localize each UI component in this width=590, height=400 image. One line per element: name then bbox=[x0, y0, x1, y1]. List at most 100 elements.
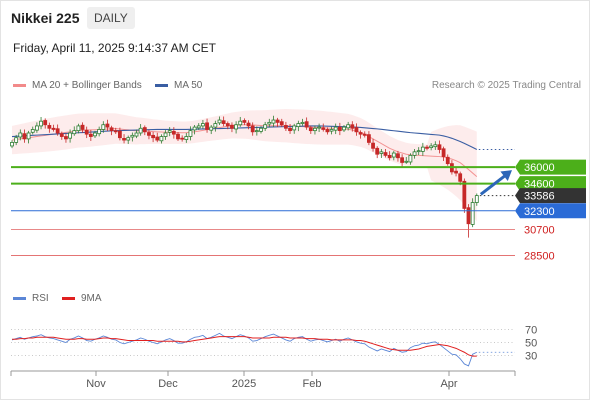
candle-body bbox=[176, 133, 180, 140]
candle-body bbox=[342, 126, 346, 131]
candle-body bbox=[391, 152, 396, 158]
candle-body bbox=[59, 133, 64, 137]
level-label-34600: 34600 bbox=[524, 179, 555, 191]
candle-body bbox=[366, 134, 371, 143]
projection-arrowhead bbox=[500, 170, 512, 182]
candle-body bbox=[14, 137, 19, 143]
candle-body bbox=[317, 126, 322, 129]
candle-body bbox=[105, 123, 110, 128]
legend-rsi: RSI bbox=[13, 293, 49, 304]
candle-body bbox=[242, 120, 247, 123]
level-label-33586: 33586 bbox=[524, 191, 555, 203]
candle-body bbox=[250, 125, 255, 133]
bollinger-swatch bbox=[13, 84, 26, 87]
candle-body bbox=[437, 144, 442, 150]
candle-body bbox=[30, 129, 35, 133]
candle-body bbox=[346, 124, 351, 129]
candle-body bbox=[433, 144, 438, 148]
candle-body bbox=[358, 132, 363, 135]
rsi-ma-swatch bbox=[62, 297, 75, 300]
candle-body bbox=[10, 142, 14, 147]
candle-body bbox=[200, 123, 205, 127]
level-label-30700: 30700 bbox=[524, 225, 555, 237]
candle-body bbox=[213, 123, 218, 128]
candle-body bbox=[167, 130, 172, 133]
level-tag-34600 bbox=[515, 176, 586, 192]
candle-body bbox=[313, 127, 317, 132]
candle-body bbox=[113, 130, 118, 133]
candle-body bbox=[122, 138, 126, 141]
candle-body bbox=[350, 124, 355, 129]
candle-body bbox=[163, 132, 168, 137]
candle-body bbox=[43, 120, 48, 126]
rsi-tick-50: 50 bbox=[525, 338, 537, 350]
candle-body bbox=[333, 126, 338, 131]
ma50-line bbox=[11, 125, 478, 150]
legend-rsi-ma-label: 9MA bbox=[81, 293, 102, 304]
candle-body bbox=[209, 126, 214, 131]
legend-rsi-ma: 9MA bbox=[62, 293, 102, 304]
candle-body bbox=[263, 124, 268, 129]
candle-body bbox=[225, 123, 230, 127]
candle-body bbox=[151, 134, 156, 139]
candle-body bbox=[97, 129, 102, 135]
candle-body bbox=[234, 124, 239, 130]
x-tick-2025: 2025 bbox=[232, 378, 256, 390]
candle-body bbox=[454, 170, 458, 174]
candle-body bbox=[55, 128, 60, 134]
candle-body bbox=[420, 146, 425, 152]
candle-body bbox=[18, 132, 23, 138]
x-tick-Dec: Dec bbox=[158, 378, 178, 390]
candle-body bbox=[354, 127, 359, 133]
candle-body bbox=[458, 173, 463, 182]
level-label-28500: 28500 bbox=[524, 251, 555, 263]
candle-body bbox=[35, 125, 39, 131]
candle-body bbox=[412, 151, 417, 156]
candle-body bbox=[171, 130, 176, 135]
candle-body bbox=[39, 120, 43, 127]
candle-body bbox=[429, 145, 434, 149]
candle-body bbox=[130, 134, 135, 138]
candle-body bbox=[155, 136, 160, 141]
candle-body bbox=[118, 130, 122, 139]
candle-body bbox=[308, 127, 313, 132]
candle-body bbox=[271, 119, 276, 124]
candle-body bbox=[109, 127, 114, 132]
candle-body bbox=[470, 202, 475, 225]
candle-body bbox=[217, 119, 222, 124]
candle-body bbox=[267, 121, 272, 125]
candle-body bbox=[371, 142, 375, 149]
timeframe-badge[interactable]: DAILY bbox=[87, 7, 135, 29]
candle-body bbox=[238, 120, 243, 126]
candle-body bbox=[462, 180, 467, 209]
candle-body bbox=[259, 127, 263, 132]
candle-body bbox=[279, 121, 284, 126]
level-tag-36000 bbox=[515, 159, 586, 175]
candle-body bbox=[383, 152, 388, 156]
candle-body bbox=[142, 127, 147, 133]
candle-body bbox=[474, 195, 479, 203]
candle-body bbox=[441, 148, 446, 157]
candle-body bbox=[68, 132, 72, 139]
level-tag-32300 bbox=[515, 203, 586, 219]
candle-body bbox=[254, 130, 259, 133]
candle-body bbox=[416, 150, 421, 153]
rsi-tick-70: 70 bbox=[525, 325, 537, 337]
candle-body bbox=[205, 122, 209, 130]
candle-body bbox=[47, 125, 52, 129]
x-tick-Apr: Apr bbox=[440, 378, 457, 390]
candle-body bbox=[184, 136, 189, 140]
candle-body bbox=[76, 125, 81, 132]
candle-body bbox=[26, 132, 31, 140]
legend-bollinger: MA 20 + Bollinger Bands bbox=[13, 80, 142, 91]
level-label-36000: 36000 bbox=[524, 162, 555, 174]
candle-body bbox=[362, 133, 367, 136]
candle-body bbox=[192, 126, 197, 131]
candle-body bbox=[134, 132, 139, 137]
x-tick-Nov: Nov bbox=[86, 378, 106, 390]
candle-body bbox=[126, 137, 131, 141]
candle-body bbox=[329, 129, 334, 132]
candle-body bbox=[387, 154, 392, 159]
candle-body bbox=[180, 137, 185, 140]
candle-body bbox=[196, 125, 201, 129]
